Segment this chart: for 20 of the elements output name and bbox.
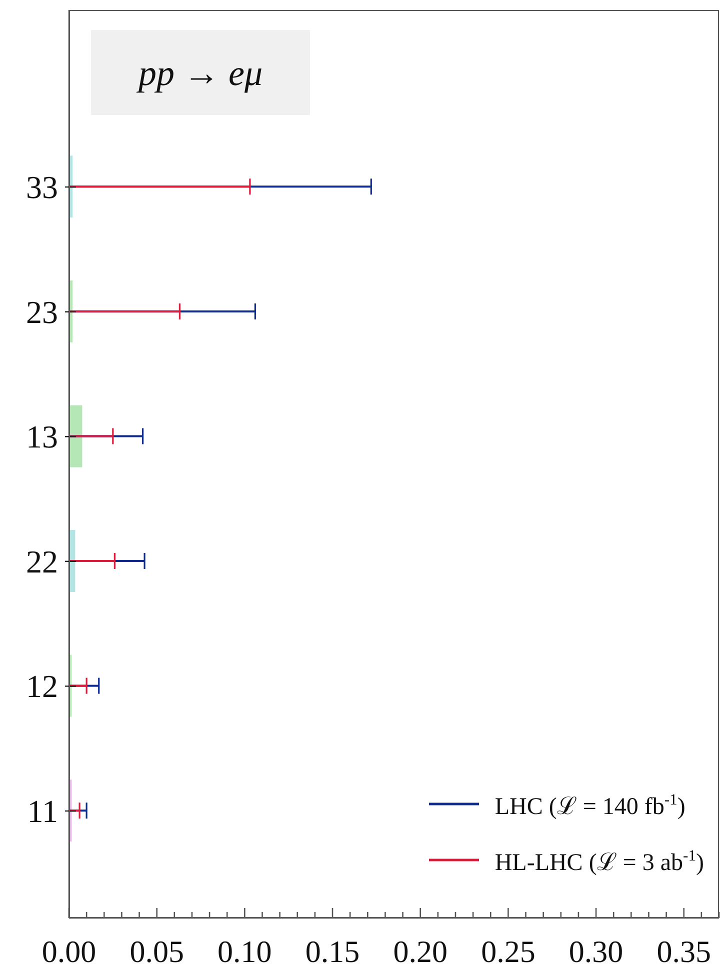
bar [69, 186, 250, 188]
y-tick-label: 13 [26, 418, 58, 455]
legend-label: HL-LHC (ℒ = 3 ab$^{-1}$) [494, 846, 704, 876]
x-tick-label: 0.00 [42, 934, 96, 969]
y-tick-label: 33 [26, 169, 58, 205]
x-tick-label: 0.10 [218, 934, 272, 969]
x-tick-label: 0.35 [656, 934, 711, 969]
x-tick-label: 0.25 [481, 934, 536, 969]
x-tick-label: 0.05 [130, 934, 184, 969]
bar [69, 560, 115, 562]
x-tick-label: 0.15 [305, 934, 360, 969]
y-tick-label: 11 [27, 793, 58, 829]
bar [69, 310, 180, 312]
y-tick-label: 23 [26, 294, 58, 330]
x-tick-label: 0.20 [393, 934, 448, 969]
y-tick-label: 22 [26, 543, 58, 580]
x-tick-label: 0.30 [568, 934, 624, 969]
legend-label: LHC (ℒ = 140 fb$^{-1}$) [494, 790, 686, 820]
y-tick-label: 12 [26, 668, 58, 704]
chart-title: pp → eμ [91, 30, 310, 115]
